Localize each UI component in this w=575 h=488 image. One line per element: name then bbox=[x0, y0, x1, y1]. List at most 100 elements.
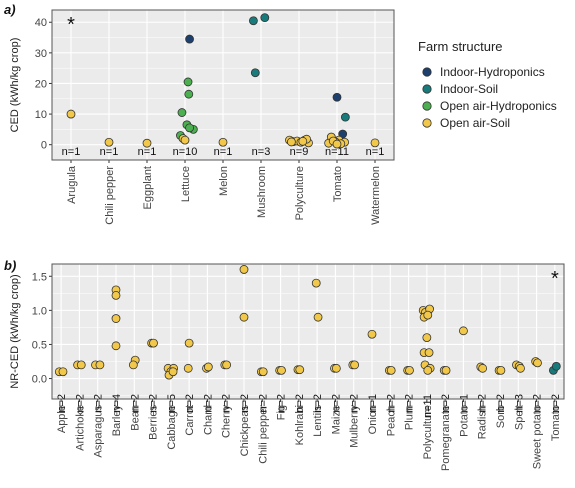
x-tick-label-carrot: Carrot bbox=[184, 405, 196, 436]
sample-size-label: n=2 bbox=[184, 394, 196, 413]
x-tick-label-tomato: Tomato bbox=[550, 405, 562, 441]
plot-border bbox=[51, 263, 565, 400]
y-tick-label: 20 bbox=[35, 78, 47, 90]
data-point-chickpeas bbox=[239, 265, 249, 274]
data-point-asparagus bbox=[95, 360, 105, 370]
legend-label-open-air-hydroponics: Open air-Hydroponics bbox=[440, 99, 557, 113]
data-point-potato bbox=[459, 326, 468, 336]
data-point-radish bbox=[478, 363, 488, 373]
sample-size-label: n=10 bbox=[173, 146, 198, 158]
data-point-polyculture bbox=[286, 137, 296, 147]
legend-items: Indoor-Hydroponics Indoor-Soil Open air-Hy… bbox=[422, 65, 557, 130]
data-point-lettuce bbox=[184, 89, 194, 99]
annotation-asterisk: * bbox=[551, 268, 559, 290]
sample-size-label: n=2 bbox=[221, 394, 233, 413]
sample-size-label: n=2 bbox=[93, 394, 105, 413]
data-point-lettuce bbox=[183, 77, 193, 87]
data-point-pomegranate bbox=[441, 365, 451, 375]
y-tick-label: 0 bbox=[41, 140, 47, 152]
legend-swatch-open-air-hydroponics bbox=[422, 101, 432, 111]
data-point-lettuce bbox=[177, 108, 187, 117]
data-point-watermelon bbox=[370, 138, 380, 148]
data-point-sweet-potato bbox=[533, 358, 542, 368]
legend-label-open-air-soil: Open air-Soil bbox=[440, 116, 510, 130]
legend-label-indoor-soil: Indoor-Soil bbox=[440, 82, 498, 96]
sample-size-label: n=1 bbox=[214, 146, 233, 158]
panel-label: b) bbox=[4, 258, 16, 273]
y-tick-label: 1.5 bbox=[32, 271, 47, 283]
y-tick-label: 30 bbox=[35, 48, 47, 60]
sample-size-label: n=3 bbox=[513, 394, 525, 413]
data-point-cabbage bbox=[168, 367, 178, 377]
sample-size-label: n=5 bbox=[166, 394, 178, 413]
sample-size-label: n=2 bbox=[550, 394, 562, 413]
legend-swatch-indoor-soil bbox=[422, 84, 432, 94]
sample-size-label: n=1 bbox=[458, 394, 470, 413]
x-tick-label-mulberry: Mulberry bbox=[349, 405, 361, 448]
sample-size-label: n=3 bbox=[252, 146, 271, 158]
x-tick-label-plum: Plum bbox=[404, 405, 416, 430]
data-point-tomato bbox=[332, 92, 342, 102]
x-tick-label-melon: Melon bbox=[218, 166, 230, 196]
sample-size-label: n=2 bbox=[477, 394, 489, 413]
data-point-polyculture bbox=[424, 348, 434, 358]
x-tick-label-lettuce: Lettuce bbox=[180, 166, 192, 202]
sample-size-label: n=9 bbox=[290, 146, 309, 158]
x-tick-label-bean: Bean bbox=[129, 405, 141, 431]
x-tick-label-eggplant: Eggplant bbox=[142, 166, 154, 209]
data-point-polyculture bbox=[298, 136, 308, 146]
sample-size-label: n=1 bbox=[100, 146, 119, 158]
x-tick-label-chili-pepper: Chili pepper bbox=[257, 405, 269, 464]
y-tick-label: 40 bbox=[35, 17, 47, 29]
sample-size-label: n=4 bbox=[111, 394, 123, 413]
sample-size-label: n=1 bbox=[366, 146, 385, 158]
data-point-tomato bbox=[340, 112, 350, 122]
sample-size-label: n=2 bbox=[349, 394, 361, 413]
data-point-lettuce bbox=[180, 135, 190, 145]
x-tick-label-potato: Potato bbox=[458, 405, 470, 437]
legend-swatch-indoor-hydroponics bbox=[422, 67, 432, 77]
x-tick-label-chili-pepper: Chili pepper bbox=[104, 166, 116, 225]
plot-border bbox=[51, 9, 395, 161]
x-tick-label-sweet-potato: Sweet potato bbox=[532, 405, 544, 469]
x-tick-label-fig: Fig bbox=[276, 405, 288, 420]
data-point-peach bbox=[386, 365, 396, 375]
data-point-onion bbox=[367, 329, 377, 339]
sample-size-label: n=2 bbox=[56, 394, 68, 413]
data-point-plum bbox=[405, 365, 414, 375]
legend: Farm structure Indoor-HydroponicsIndoor-… bbox=[418, 39, 557, 130]
data-point-polyculture bbox=[423, 365, 433, 375]
x-tick-label-spelt: Spelt bbox=[513, 405, 525, 430]
sample-size-label: n=2 bbox=[239, 394, 251, 413]
panel-a-chart: 0 10 20 30 40 Arugula n=1 Chili pepper n=1 Eggpla… bbox=[4, 2, 395, 225]
sample-size-label: n=2 bbox=[495, 394, 507, 413]
data-point-mulberry bbox=[350, 360, 360, 370]
sample-size-label: n=2 bbox=[330, 394, 342, 413]
x-tick-label-radish: Radish bbox=[477, 405, 489, 439]
sample-size-label: n=2 bbox=[294, 394, 306, 413]
data-point-apple bbox=[58, 367, 68, 377]
legend-label-indoor-hydroponics: Indoor-Hydroponics bbox=[440, 65, 545, 79]
data-point-lettuce bbox=[185, 123, 194, 133]
data-point-lentils bbox=[313, 312, 323, 322]
legend-title: Farm structure bbox=[418, 39, 503, 54]
x-tick-label-polyculture: Polyculture bbox=[294, 166, 306, 220]
data-point-eggplant bbox=[142, 138, 152, 148]
data-point-arugula bbox=[66, 109, 76, 119]
data-point-tomato bbox=[332, 139, 342, 149]
x-tick-label-tomato: Tomato bbox=[332, 166, 344, 202]
data-point-artichoke bbox=[76, 360, 86, 370]
data-point-chickpeas bbox=[239, 312, 249, 322]
y-tick-label: 10 bbox=[35, 109, 47, 121]
sample-size-label: n=2 bbox=[385, 394, 397, 413]
data-point-mushroom bbox=[260, 13, 270, 23]
y-axis-label: CED (kWh/kg crop) bbox=[9, 38, 21, 133]
data-point-lettuce bbox=[185, 34, 194, 44]
x-tick-label-arugula: Arugula bbox=[66, 165, 78, 204]
data-point-sorb bbox=[496, 365, 506, 375]
data-point-carrot bbox=[184, 338, 194, 348]
sample-size-label: n=1 bbox=[367, 394, 379, 413]
data-point-mushroom bbox=[248, 16, 258, 26]
x-tick-label-kohlrabi: Kohlrabi bbox=[294, 405, 306, 445]
